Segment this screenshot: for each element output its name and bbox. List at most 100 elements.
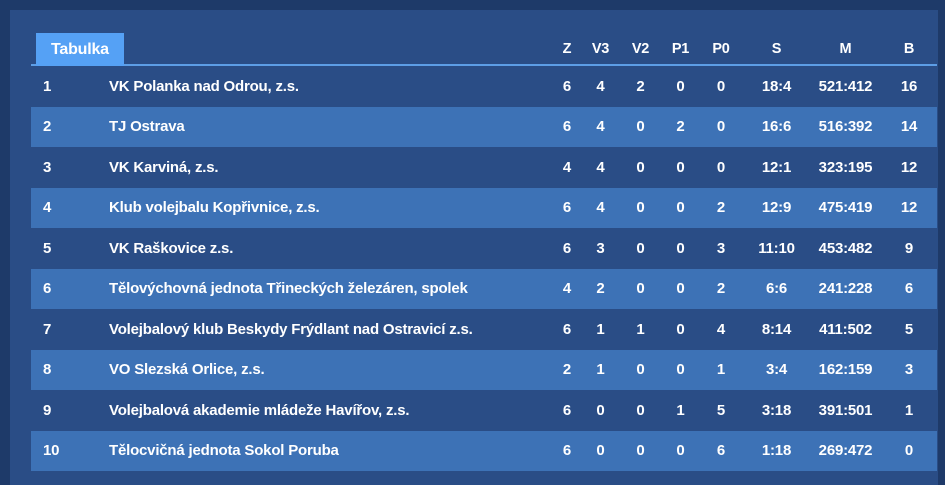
matches-cell: 6 bbox=[562, 118, 572, 136]
table-row[interactable]: 10 Tělocvičná jednota Sokol Poruba 6 0 0… bbox=[31, 430, 937, 471]
wins3-cell: 0 bbox=[596, 401, 605, 419]
losses1-cell: 0 bbox=[676, 320, 685, 338]
table-row[interactable]: 2 TJ Ostrava 6 4 0 2 0 16:6 516:392 14 bbox=[31, 106, 937, 147]
wins3-cell: 4 bbox=[596, 199, 605, 217]
team-name-cell[interactable]: Klub volejbalu Kopřivnice, z.s. bbox=[109, 199, 320, 217]
rank-cell: 7 bbox=[43, 320, 52, 338]
standings-table: Tabulka Z V3 V2 P1 P0 S M B 1 VK Polanka… bbox=[31, 10, 937, 485]
table-points-cell: 0 bbox=[904, 442, 914, 460]
wins3-cell: 1 bbox=[596, 320, 605, 338]
team-name-cell[interactable]: Volejbalový klub Beskydy Frýdlant nad Os… bbox=[109, 320, 473, 338]
wins3-cell: 4 bbox=[596, 158, 605, 176]
sets-cell: 8:14 bbox=[761, 320, 792, 338]
losses1-cell: 2 bbox=[676, 118, 685, 136]
wins3-cell: 1 bbox=[596, 361, 605, 379]
column-header-p0: P0 bbox=[712, 40, 730, 57]
losses0-cell: 0 bbox=[716, 158, 726, 176]
matches-cell: 6 bbox=[562, 239, 572, 257]
matches-cell: 6 bbox=[562, 77, 572, 95]
table-points-cell: 16 bbox=[900, 77, 918, 95]
wins3-cell: 4 bbox=[596, 77, 605, 95]
table-row[interactable]: 9 Volejbalová akademie mládeže Havířov, … bbox=[31, 390, 937, 431]
wins2-cell: 2 bbox=[636, 77, 645, 95]
column-header-v2: V2 bbox=[631, 40, 650, 57]
rank-cell: 6 bbox=[43, 280, 52, 298]
team-name-cell[interactable]: VK Karviná, z.s. bbox=[109, 158, 219, 176]
wins3-cell: 4 bbox=[596, 118, 605, 136]
wins2-cell: 0 bbox=[636, 158, 645, 176]
team-name-cell[interactable]: Tělocvičná jednota Sokol Poruba bbox=[109, 442, 339, 460]
losses1-cell: 0 bbox=[676, 158, 685, 176]
team-name-cell[interactable]: VO Slezská Orlice, z.s. bbox=[109, 361, 265, 379]
losses1-cell: 0 bbox=[676, 442, 685, 460]
losses0-cell: 0 bbox=[716, 77, 726, 95]
standings-panel: Tabulka Z V3 V2 P1 P0 S M B 1 VK Polanka… bbox=[10, 10, 938, 485]
matches-cell: 4 bbox=[562, 158, 572, 176]
table-row[interactable]: 1 VK Polanka nad Odrou, z.s. 6 4 2 0 0 1… bbox=[31, 66, 937, 107]
sets-cell: 6:6 bbox=[765, 280, 788, 298]
table-points-cell: 12 bbox=[900, 158, 918, 176]
rank-cell: 2 bbox=[43, 118, 52, 136]
points-ratio-cell: 475:419 bbox=[818, 199, 873, 217]
table-points-cell: 14 bbox=[900, 118, 918, 136]
table-row[interactable]: 8 VO Slezská Orlice, z.s. 2 1 0 0 1 3:4 … bbox=[31, 349, 937, 390]
table-row[interactable]: 4 Klub volejbalu Kopřivnice, z.s. 6 4 0 … bbox=[31, 187, 937, 228]
wins2-cell: 0 bbox=[636, 239, 645, 257]
wins2-cell: 1 bbox=[636, 320, 645, 338]
points-ratio-cell: 411:502 bbox=[819, 320, 872, 338]
wins2-cell: 0 bbox=[636, 118, 645, 136]
rank-cell: 5 bbox=[43, 239, 52, 257]
team-name-cell[interactable]: VK Raškovice z.s. bbox=[109, 239, 234, 257]
sets-cell: 12:1 bbox=[761, 158, 792, 176]
column-header-b: B bbox=[903, 40, 915, 57]
table-row[interactable]: 5 VK Raškovice z.s. 6 3 0 0 3 11:10 453:… bbox=[31, 228, 937, 269]
wins2-cell: 0 bbox=[636, 199, 645, 217]
points-ratio-cell: 516:392 bbox=[818, 118, 873, 136]
sets-cell: 3:4 bbox=[765, 361, 788, 379]
wins2-cell: 0 bbox=[636, 361, 645, 379]
rank-cell: 8 bbox=[43, 361, 52, 379]
table-header-row: Z V3 V2 P1 P0 S M B bbox=[31, 33, 937, 66]
table-points-cell: 5 bbox=[904, 320, 914, 338]
rank-cell: 10 bbox=[43, 442, 60, 460]
wins3-cell: 2 bbox=[596, 280, 605, 298]
losses1-cell: 0 bbox=[676, 199, 685, 217]
team-name-cell[interactable]: Volejbalová akademie mládeže Havířov, z.… bbox=[109, 401, 410, 419]
points-ratio-cell: 453:482 bbox=[818, 239, 873, 257]
losses0-cell: 2 bbox=[716, 280, 726, 298]
losses1-cell: 0 bbox=[676, 77, 685, 95]
column-header-p1: P1 bbox=[671, 40, 690, 57]
rank-cell: 4 bbox=[43, 199, 52, 217]
rank-cell: 1 bbox=[43, 77, 52, 95]
team-name-cell[interactable]: VK Polanka nad Odrou, z.s. bbox=[109, 77, 299, 95]
table-row[interactable]: 7 Volejbalový klub Beskydy Frýdlant nad … bbox=[31, 309, 937, 350]
losses0-cell: 4 bbox=[716, 320, 726, 338]
sets-cell: 1:18 bbox=[761, 442, 792, 460]
losses0-cell: 1 bbox=[716, 361, 726, 379]
table-points-cell: 6 bbox=[904, 280, 914, 298]
points-ratio-cell: 521:412 bbox=[818, 77, 873, 95]
sets-cell: 3:18 bbox=[761, 401, 792, 419]
table-row[interactable]: 3 VK Karviná, z.s. 4 4 0 0 0 12:1 323:19… bbox=[31, 147, 937, 188]
losses0-cell: 0 bbox=[716, 118, 726, 136]
losses0-cell: 6 bbox=[716, 442, 726, 460]
table-points-cell: 12 bbox=[900, 199, 918, 217]
tab-tabulka[interactable]: Tabulka bbox=[36, 33, 124, 66]
matches-cell: 6 bbox=[562, 442, 572, 460]
points-ratio-cell: 391:501 bbox=[818, 401, 873, 419]
wins2-cell: 0 bbox=[636, 442, 645, 460]
wins3-cell: 3 bbox=[596, 239, 605, 257]
points-ratio-cell: 323:195 bbox=[818, 158, 873, 176]
column-header-m: M bbox=[839, 40, 852, 57]
losses1-cell: 0 bbox=[676, 361, 685, 379]
table-points-cell: 3 bbox=[904, 361, 914, 379]
team-name-cell[interactable]: Tělovýchovná jednota Třineckých železáre… bbox=[109, 280, 468, 298]
sets-cell: 18:4 bbox=[761, 77, 792, 95]
table-points-cell: 9 bbox=[904, 239, 914, 257]
matches-cell: 6 bbox=[562, 401, 572, 419]
losses0-cell: 2 bbox=[716, 199, 726, 217]
table-row[interactable]: 6 Tělovýchovná jednota Třineckých železá… bbox=[31, 268, 937, 309]
matches-cell: 6 bbox=[562, 320, 572, 338]
team-name-cell[interactable]: TJ Ostrava bbox=[109, 118, 185, 136]
